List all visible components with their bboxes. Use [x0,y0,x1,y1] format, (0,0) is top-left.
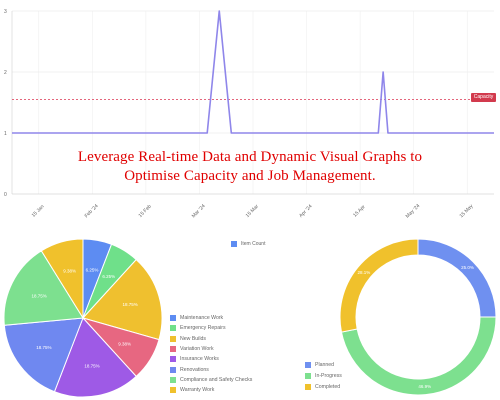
pie-data-label: 18.75% [32,294,47,299]
capacity-label: Capacity [471,93,496,102]
legend-label: Completed [315,384,341,390]
pie-data-label: 18.75% [36,345,51,350]
legend-swatch [170,356,176,363]
pie-data-label: 6.25% [86,267,99,272]
pie-series-swatch [231,241,237,247]
pie-series-label: Item Count [241,241,266,247]
pie-slice[interactable] [53,317,137,398]
pie-data-label: 18.75% [122,302,137,307]
pie-data-label: 6.25% [102,274,115,279]
x-tick-label: 15 May [459,203,475,219]
pie-data-label: 18.75% [84,364,99,369]
pie-legend-item[interactable]: Insurance Works [170,356,219,363]
pie-slice[interactable] [82,258,163,341]
donut-slice[interactable] [417,238,497,318]
x-tick-label: 15 Jan [31,204,46,219]
x-tick-label: Feb '24 [84,203,100,219]
pie-legend-item[interactable]: Emergency Repairs [170,325,226,332]
pie-legend-item[interactable]: New Builds [170,335,206,342]
y-tick-label: 0 [4,192,7,198]
pie-data-label: 9.38% [118,341,131,346]
donut-data-label: 28.1% [358,270,371,275]
legend-swatch [170,366,176,373]
headline-text: Leverage Real-time Data and Dynamic Visu… [70,148,430,186]
legend-swatch [170,335,176,342]
headline-line-1: Leverage Real-time Data and Dynamic Visu… [77,149,423,165]
pie-legend-item[interactable]: Maintenance Work [170,315,223,321]
legend-swatch [170,315,176,321]
legend-label: Insurance Works [180,356,219,363]
x-tick-label: 15 Feb [138,204,153,219]
legend-swatch [170,345,176,352]
pie-slice[interactable] [3,317,84,393]
item-count-series-line [12,10,494,134]
legend-swatch [305,384,311,390]
legend-label: Variation Work [180,345,214,352]
legend-swatch [305,373,311,379]
legend-label: Emergency Repairs [180,325,226,332]
donut-legend-item[interactable]: Planned [305,362,334,368]
y-tick-label: 2 [4,70,7,76]
x-tick-label: May '24 [405,203,422,220]
x-tick-label: Apr '24 [298,203,313,218]
legend-label: Planned [315,362,335,368]
donut-slice[interactable] [339,238,419,333]
legend-swatch [170,387,176,394]
donut-data-label: 46.9% [418,384,431,389]
capacity-line-chart: 3 2 1 0 15 Jan Feb '24 15 Feb Mar '24 15 Mar Apr … [4,9,494,220]
pie-legend-item[interactable]: Variation Work [170,345,214,352]
legend-label: Renovations [180,366,209,373]
y-tick-label: 1 [4,131,7,137]
legend-swatch [305,362,311,368]
pie-slice[interactable] [40,238,84,320]
x-tick-label: Mar '24 [191,203,207,219]
x-tick-label: 15 Mar [245,203,260,218]
job-status-donut-chart: 25.0% 46.9% 28.1% [339,238,497,396]
pie-data-label: 9.38% [63,268,76,273]
legend-swatch [170,376,176,383]
legend-label: In-Progress [315,373,342,379]
donut-legend-item[interactable]: In-Progress [305,373,342,379]
headline-line-2: Optimise Capacity and Job Management. [124,168,376,184]
pie-slice[interactable] [3,250,84,326]
job-type-pie-chart: 6.25%6.25% 18.75% 9.38% 18.75% 18.75% 18.75% 9… [3,238,163,398]
legend-label: New Builds [180,335,206,342]
pie-legend-item[interactable]: Compliance and Safety Checks [170,376,253,383]
pie-legend-item[interactable]: Renovations [170,366,209,373]
y-tick-label: 3 [4,9,7,15]
donut-data-label: 25.0% [461,265,474,270]
legend-label: Compliance and Safety Checks [180,376,253,383]
pie-legend-item[interactable]: Warranty Work [170,387,215,394]
pie-series-legend[interactable]: Item Count [231,241,265,247]
legend-label: Maintenance Work [180,315,224,321]
donut-legend-item[interactable]: Completed [305,384,340,390]
legend-label: Warranty Work [180,387,215,394]
legend-swatch [170,325,176,332]
x-tick-label: 15 Apr [352,204,367,219]
